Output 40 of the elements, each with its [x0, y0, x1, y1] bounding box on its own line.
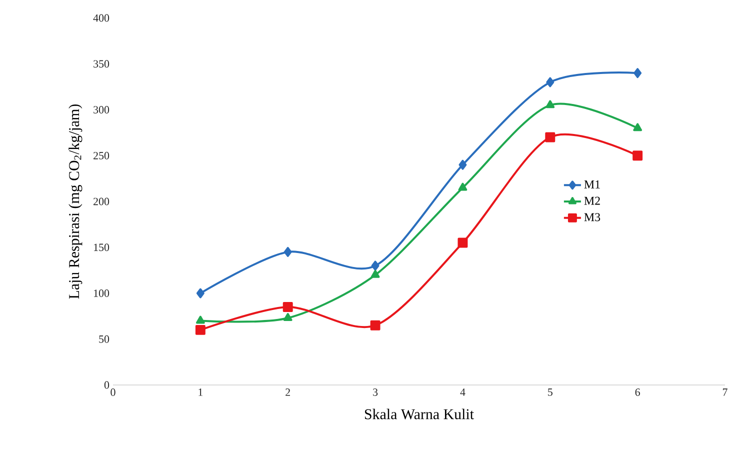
point [195, 324, 206, 335]
x-tick-label: 4 [460, 388, 466, 396]
point [546, 77, 554, 88]
point [196, 288, 204, 298]
legend-label: M3 [584, 213, 600, 222]
point [196, 316, 205, 324]
point [633, 123, 642, 132]
point [458, 238, 468, 248]
point [545, 132, 556, 142]
legend-label: M2 [584, 196, 600, 205]
point [370, 270, 380, 278]
point [282, 302, 293, 312]
point [546, 100, 555, 108]
y-tick-label: 100 [94, 290, 110, 297]
point [284, 246, 292, 257]
x-tick-label: 6 [635, 388, 640, 396]
y-axis-title: Laju Respirasi (mg CO$_{2}$/kg/jam) [68, 104, 82, 299]
x-tick-label: 3 [373, 388, 378, 396]
x-axis-title: Skala Warna Kulit [364, 408, 474, 420]
y-tick-label: 350 [94, 60, 110, 68]
x-tick-label: 5 [548, 388, 552, 396]
point [634, 68, 642, 78]
y-tick-label: 250 [94, 152, 110, 160]
x-tick-label: 7 [722, 388, 728, 396]
x-tick-label: 2 [286, 388, 290, 396]
y-tick-label: 200 [94, 198, 110, 206]
y-tick-label: 150 [94, 244, 110, 252]
point [632, 150, 643, 161]
y-tick-label: 400 [93, 14, 110, 22]
y-tick-label: 0 [104, 381, 110, 389]
point [458, 182, 468, 191]
point [283, 313, 292, 322]
y-tick-label: 50 [99, 335, 110, 343]
x-tick-label: 0 [110, 388, 116, 396]
y-tick-label: 300 [94, 106, 110, 114]
point [371, 260, 380, 271]
x-tick-label: 1 [198, 388, 203, 396]
point [370, 320, 380, 330]
point [458, 160, 467, 170]
legend-label: M1 [584, 180, 600, 188]
